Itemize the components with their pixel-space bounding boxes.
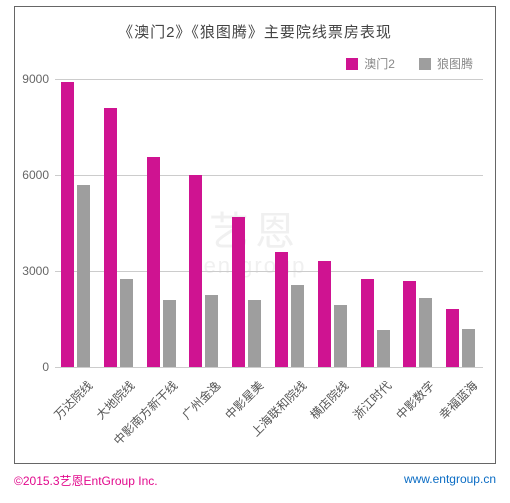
- bar-狼图腾: [248, 300, 261, 367]
- x-tick-label: 广州金逸: [178, 377, 224, 423]
- grid-line: [55, 79, 483, 80]
- bar-狼图腾: [120, 279, 133, 367]
- x-tick-label: 万达院线: [50, 377, 96, 423]
- legend-swatch-0: [346, 58, 358, 70]
- bar-group: [403, 281, 432, 367]
- x-tick-label: 浙江时代: [349, 377, 395, 423]
- bar-澳门2: [318, 261, 331, 367]
- bar-group: [61, 82, 90, 367]
- chart-frame: 《澳门2》《狼图腾》主要院线票房表现 澳门2 狼图腾 艺恩 entgroup 0…: [14, 6, 496, 464]
- bar-澳门2: [446, 309, 459, 367]
- bar-狼图腾: [462, 329, 475, 367]
- bar-澳门2: [189, 175, 202, 367]
- plot-area: 0300060009000: [55, 79, 483, 367]
- y-tick-label: 3000: [22, 264, 49, 278]
- bar-澳门2: [147, 157, 160, 367]
- legend-item-0: 澳门2: [346, 55, 395, 72]
- bar-狼图腾: [291, 285, 304, 367]
- bar-澳门2: [61, 82, 74, 367]
- bar-group: [189, 175, 218, 367]
- y-tick-label: 0: [42, 360, 49, 374]
- bar-group: [147, 157, 176, 367]
- chart-container: 《澳门2》《狼图腾》主要院线票房表现 澳门2 狼图腾 艺恩 entgroup 0…: [0, 0, 510, 503]
- footer-url: www.entgroup.cn: [404, 472, 496, 489]
- bar-狼图腾: [419, 298, 432, 367]
- bar-狼图腾: [205, 295, 218, 367]
- x-tick-label: 幸福蓝海: [435, 377, 481, 423]
- bar-group: [446, 309, 475, 367]
- bar-澳门2: [104, 108, 117, 367]
- bar-group: [275, 252, 304, 367]
- bar-狼图腾: [377, 330, 390, 367]
- x-tick-label: 横店院线: [306, 377, 352, 423]
- bar-澳门2: [361, 279, 374, 367]
- bar-澳门2: [275, 252, 288, 367]
- bar-狼图腾: [77, 185, 90, 367]
- bar-group: [232, 217, 261, 367]
- bar-狼图腾: [334, 305, 347, 367]
- legend-item-1: 狼图腾: [419, 55, 473, 72]
- bar-狼图腾: [163, 300, 176, 367]
- grid-line: [55, 367, 483, 368]
- bar-group: [361, 279, 390, 367]
- y-tick-label: 6000: [22, 168, 49, 182]
- y-tick-label: 9000: [22, 72, 49, 86]
- bar-澳门2: [403, 281, 416, 367]
- legend-label-1: 狼图腾: [437, 55, 473, 72]
- x-axis-labels: 万达院线大地院线中影南方新干线广州金逸中影星美上海联和院线横店院线浙江时代中影数…: [55, 371, 483, 451]
- legend: 澳门2 狼图腾: [346, 55, 473, 72]
- footer: ©2015.3艺恩EntGroup Inc. www.entgroup.cn: [14, 472, 496, 489]
- bar-group: [318, 261, 347, 367]
- chart-title: 《澳门2》《狼图腾》主要院线票房表现: [15, 21, 495, 42]
- x-tick-label: 中影数字: [392, 377, 438, 423]
- bar-澳门2: [232, 217, 245, 367]
- legend-swatch-1: [419, 58, 431, 70]
- legend-label-0: 澳门2: [364, 55, 395, 72]
- footer-copyright: ©2015.3艺恩EntGroup Inc.: [14, 472, 158, 489]
- bar-group: [104, 108, 133, 367]
